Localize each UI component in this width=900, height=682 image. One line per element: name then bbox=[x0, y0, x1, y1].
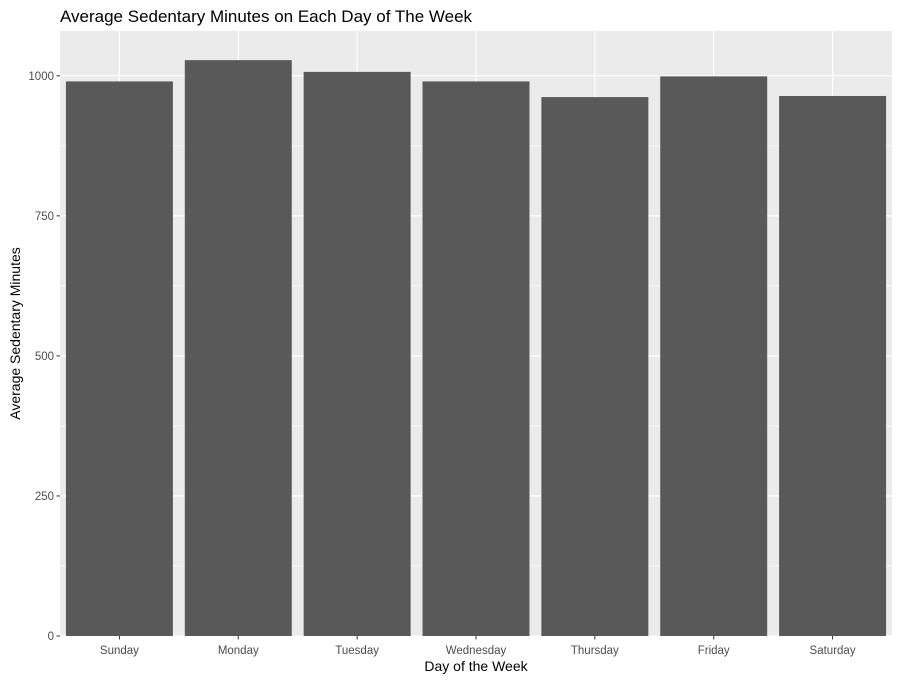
y-tick-label: 750 bbox=[35, 211, 54, 223]
bar-wednesday bbox=[422, 81, 530, 636]
bar-tuesday bbox=[303, 71, 411, 637]
x-tick-label: Wednesday bbox=[446, 645, 507, 657]
x-axis-title: Day of the Week bbox=[424, 658, 528, 674]
x-tick-label: Friday bbox=[698, 645, 730, 657]
axes: 0 250 500 750 1000 Sunday Monday Tuesday Wednesd… bbox=[28, 71, 855, 657]
y-tick-label: 250 bbox=[35, 491, 54, 503]
y-axis-title: Average Sedentary Minutes bbox=[7, 247, 23, 420]
bar-saturday bbox=[779, 95, 887, 636]
bars bbox=[65, 60, 887, 637]
bar-thursday bbox=[541, 97, 649, 636]
bar-sunday bbox=[65, 81, 173, 636]
bar-friday bbox=[660, 76, 768, 636]
y-tick-label: 500 bbox=[35, 351, 54, 363]
chart-title: Average Sedentary Minutes on Each Day of… bbox=[60, 7, 473, 26]
y-tick-label: 0 bbox=[48, 631, 54, 643]
bar-monday bbox=[184, 60, 292, 636]
y-tick-label: 1000 bbox=[28, 71, 54, 83]
x-tick-label: Saturday bbox=[810, 645, 856, 657]
x-tick-label: Tuesday bbox=[335, 645, 379, 657]
x-tick-label: Monday bbox=[218, 645, 259, 657]
x-tick-label: Sunday bbox=[100, 645, 139, 657]
x-tick-label: Thursday bbox=[571, 645, 619, 657]
